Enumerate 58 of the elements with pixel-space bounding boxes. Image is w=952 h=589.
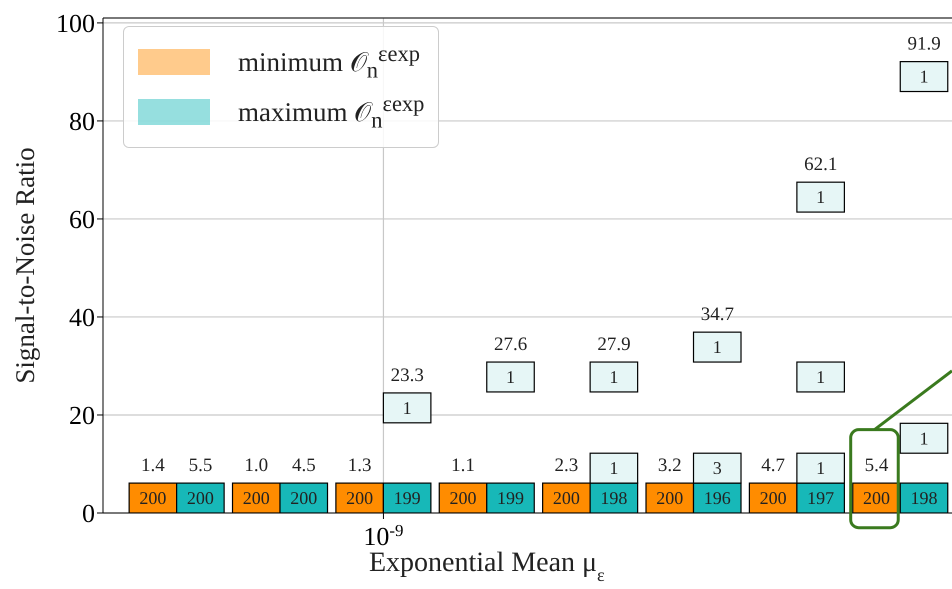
annotation: 1 [506,367,516,387]
annotation: 4.5 [292,455,316,476]
y-tick-label: 0 [82,499,95,528]
bar [692,332,742,363]
annotation: 1.4 [141,455,166,476]
annotation: 3 [712,458,722,478]
annotation: 200 [450,488,477,508]
annotation: 198 [600,488,628,508]
y-tick-label: 40 [69,303,95,332]
y-tick-label: 80 [69,107,95,136]
annotation: 1 [816,367,826,387]
bar [900,61,948,92]
annotation: 5.5 [188,455,212,476]
annotation: 200 [186,488,214,508]
annotation: 200 [656,488,684,508]
annotation: 27.6 [494,334,528,356]
annotation: 23.3 [390,364,424,386]
annotation: 199 [394,488,421,508]
annotation: 1.1 [451,455,475,476]
annotation: 200 [552,488,580,508]
bar [796,361,845,393]
annotation: 1 [712,337,722,358]
annotation: 200 [139,488,166,508]
annotation: 1 [920,66,929,87]
annotation: 4.7 [761,455,786,476]
annotation: 1 [816,187,826,208]
annotation: 1.3 [348,455,372,476]
bar [900,422,948,454]
annotation: 1.0 [244,455,268,476]
annotation: 1 [609,458,618,478]
annotation: 200 [863,488,890,508]
y-tick-label: 60 [69,205,95,234]
annotation: 200 [346,488,374,508]
annotation: 200 [242,488,270,508]
annotation: 1 [816,458,826,478]
annotation: 198 [910,488,938,508]
annotation: 27.9 [597,334,631,356]
bar [486,361,535,393]
annotation: 34.7 [700,304,734,326]
annotation: 1 [920,428,929,448]
annotation: 5.4 [864,455,889,476]
annotation: 200 [760,488,787,508]
annotation: 91.9 [907,34,941,55]
y-tick-label: 20 [69,401,95,430]
y-axis-title: Signal-to-Noise Ratio [10,147,40,384]
bar [382,392,432,424]
annotation: 200 [290,488,318,508]
bar [590,361,638,393]
annotation: 199 [497,488,524,508]
annotation: 62.1 [804,154,838,176]
bar [796,182,845,213]
annotation: 196 [704,488,731,508]
annotation: 197 [807,488,834,508]
y-tick-label: 100 [56,9,95,38]
annotation: 2.3 [554,455,578,476]
annotation: 1 [402,398,412,418]
annotation: 1 [609,367,618,387]
annotation: 3.2 [658,455,682,476]
